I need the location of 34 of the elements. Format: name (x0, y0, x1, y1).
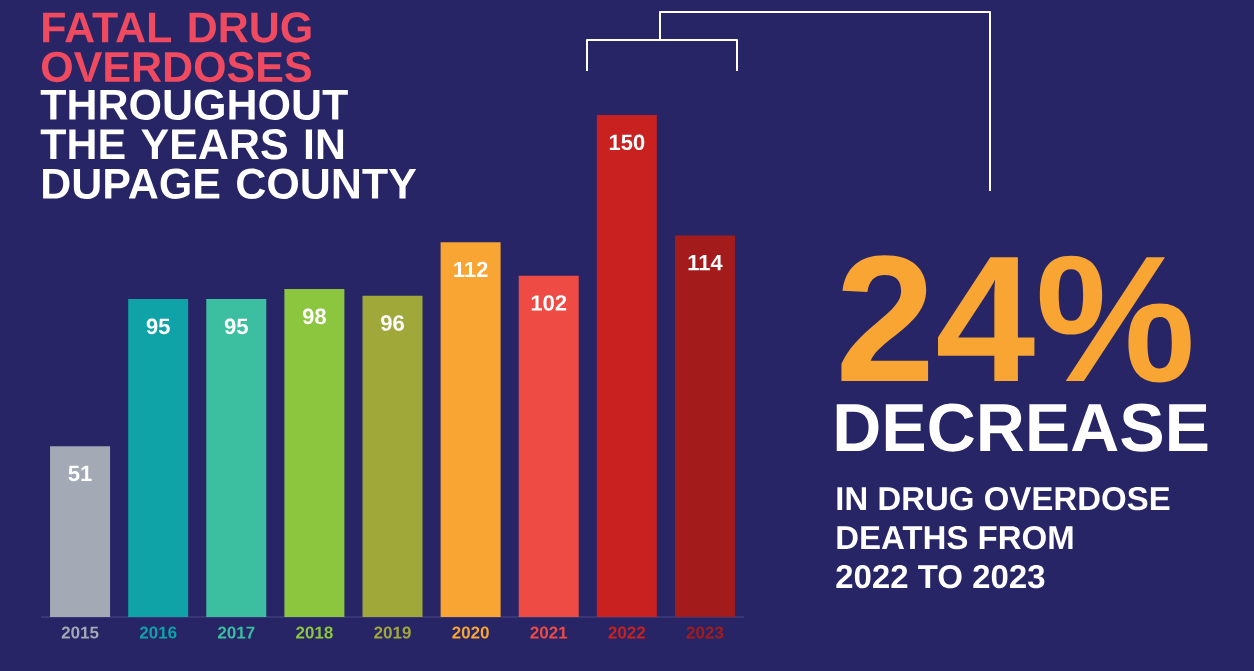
text: DECREASE (836, 403, 1208, 452)
x-tick-label: 2022 (608, 626, 646, 639)
data-label: 51 (68, 465, 92, 482)
bar (50, 446, 111, 617)
text: 2022 TO 2023 (836, 564, 1045, 589)
data-label: 112 (454, 261, 488, 278)
text: 24% (841, 255, 1191, 383)
bar (518, 275, 579, 617)
x-tick-label: 2015 (61, 626, 99, 639)
x-tick-label: 2020 (452, 626, 489, 639)
text: IN DRUG OVERDOSE (837, 486, 1170, 511)
x-tick-label: 2019 (374, 626, 411, 639)
bar (362, 295, 423, 617)
bar (128, 299, 189, 617)
text: DEATHS FROM (837, 525, 1073, 550)
bar (284, 289, 345, 617)
chart-title: FATAL DRUG OVERDOSES (41, 12, 311, 83)
bar (674, 235, 735, 617)
x-tick-label: 2023 (686, 626, 724, 639)
data-label: 95 (146, 318, 170, 335)
data-label: 96 (381, 315, 404, 331)
x-tick-label: 2018 (296, 626, 333, 639)
x-tick-label: 2017 (217, 626, 255, 639)
bar (596, 114, 657, 617)
data-label: 150 (609, 134, 645, 151)
data-label: 98 (302, 308, 326, 325)
x-tick-label: 2021 (530, 626, 568, 639)
bar (206, 299, 267, 617)
bar (440, 242, 501, 617)
data-label: 102 (531, 295, 567, 311)
chart-subtitle: THROUGHOUT THE YEARS IN DUPAGE COUNTY (40, 89, 417, 199)
data-label: 95 (224, 318, 248, 335)
x-tick-label: 2016 (139, 626, 177, 639)
data-label: 114 (688, 255, 723, 271)
